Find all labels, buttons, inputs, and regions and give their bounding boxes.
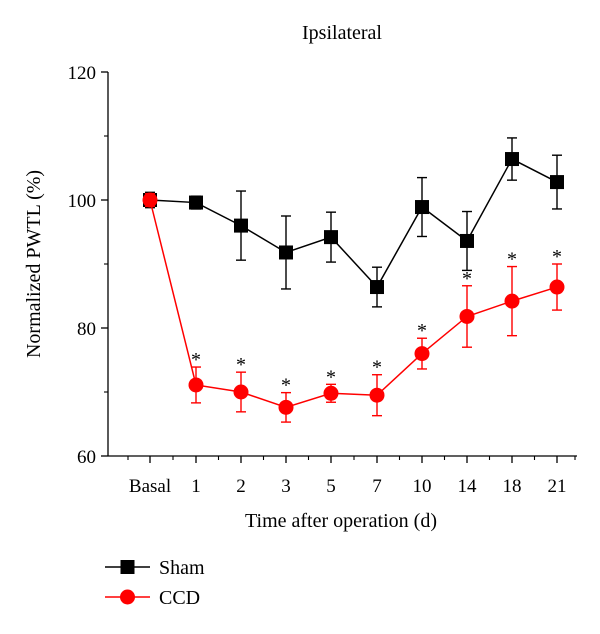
chart-marks: * * * * * * * * * <box>142 137 565 423</box>
data-point <box>370 280 384 295</box>
data-point <box>550 175 564 190</box>
y-axis-title: Normalized PWTL (%) <box>23 170 45 358</box>
y-tick-label: 80 <box>77 319 96 340</box>
significance-star: * <box>281 375 291 397</box>
data-point <box>323 385 339 401</box>
y-tick-label: 60 <box>77 447 96 468</box>
data-point <box>549 279 565 295</box>
data-point <box>459 308 475 324</box>
data-point <box>234 218 248 233</box>
data-point <box>369 387 385 403</box>
legend-label: CCD <box>159 587 200 609</box>
data-point <box>189 195 203 210</box>
x-tick-label: 18 <box>503 476 522 497</box>
x-tick-label: 3 <box>281 476 291 497</box>
data-point <box>142 192 158 208</box>
significance-star: * <box>552 246 562 268</box>
y-tick-label: 120 <box>68 63 97 84</box>
significance-star: * <box>417 320 427 342</box>
significance-star: * <box>191 349 201 371</box>
x-tick-label: 7 <box>372 476 382 497</box>
legend-item-ccd: CCD <box>105 587 200 609</box>
data-point <box>324 230 338 245</box>
x-tick-label: 14 <box>458 476 478 497</box>
data-point <box>233 384 249 400</box>
legend-marker <box>120 589 135 605</box>
significance-star: * <box>326 366 336 388</box>
series-ccd: * * * * * * * * * <box>142 192 565 423</box>
significance-star: * <box>507 249 517 271</box>
data-point <box>504 293 520 309</box>
series-line <box>149 158 558 289</box>
x-tick-label: 2 <box>236 476 246 497</box>
x-tick-label: 21 <box>548 476 567 497</box>
chart-title: Ipsilateral <box>302 22 382 44</box>
x-tick-label: 1 <box>191 476 201 497</box>
data-point <box>278 399 294 415</box>
significance-star: * <box>462 268 472 290</box>
legend: Sham CCD <box>105 557 205 609</box>
axes: 60 80 100 120 Basal 1 2 3 5 7 10 14 18 21 <box>68 63 577 497</box>
data-point <box>415 200 429 215</box>
legend-label: Sham <box>159 557 205 579</box>
data-point <box>414 346 430 362</box>
x-tick-label: Basal <box>129 476 171 497</box>
legend-marker <box>120 560 135 574</box>
series-sham <box>143 137 564 308</box>
significance-star: * <box>372 357 382 379</box>
x-axis-title: Time after operation (d) <box>245 510 437 532</box>
data-point <box>460 233 474 248</box>
legend-item-sham: Sham <box>105 557 205 579</box>
x-tick-label: 5 <box>326 476 336 497</box>
y-tick-label: 100 <box>68 191 97 212</box>
series-line <box>149 199 558 409</box>
data-point <box>188 377 204 393</box>
data-point <box>505 152 519 167</box>
data-point <box>279 245 293 260</box>
x-tick-label: 10 <box>413 476 432 497</box>
significance-star: * <box>236 354 246 376</box>
